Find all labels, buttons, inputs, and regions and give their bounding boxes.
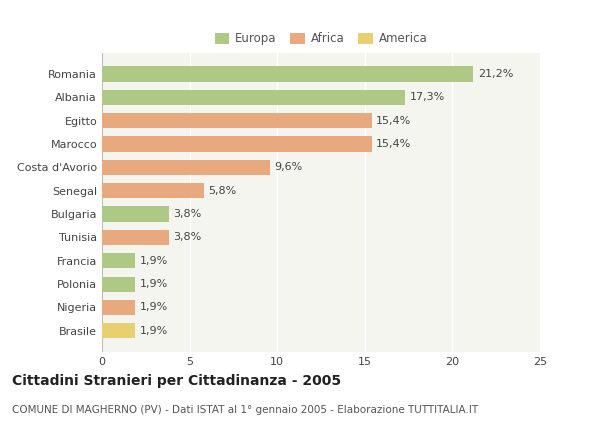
- Text: 3,8%: 3,8%: [173, 232, 201, 242]
- Bar: [102, 230, 169, 245]
- Text: Cittadini Stranieri per Cittadinanza - 2005: Cittadini Stranieri per Cittadinanza - 2…: [12, 374, 341, 388]
- Text: 15,4%: 15,4%: [376, 139, 412, 149]
- Text: 9,6%: 9,6%: [275, 162, 303, 172]
- Bar: [102, 276, 135, 292]
- Bar: [102, 66, 473, 81]
- Text: COMUNE DI MAGHERNO (PV) - Dati ISTAT al 1° gennaio 2005 - Elaborazione TUTTITALI: COMUNE DI MAGHERNO (PV) - Dati ISTAT al …: [12, 405, 478, 415]
- Text: 1,9%: 1,9%: [140, 256, 168, 266]
- Text: 5,8%: 5,8%: [208, 186, 236, 196]
- Text: 1,9%: 1,9%: [140, 326, 168, 336]
- Bar: [102, 183, 203, 198]
- Bar: [102, 160, 270, 175]
- Bar: [102, 206, 169, 222]
- Bar: [102, 113, 372, 128]
- Text: 15,4%: 15,4%: [376, 116, 412, 126]
- Text: 21,2%: 21,2%: [478, 69, 513, 79]
- Text: 17,3%: 17,3%: [409, 92, 445, 103]
- Bar: [102, 323, 135, 338]
- Text: 1,9%: 1,9%: [140, 302, 168, 312]
- Legend: Europa, Africa, America: Europa, Africa, America: [211, 29, 431, 49]
- Bar: [102, 90, 405, 105]
- Text: 3,8%: 3,8%: [173, 209, 201, 219]
- Bar: [102, 253, 135, 268]
- Bar: [102, 300, 135, 315]
- Text: 1,9%: 1,9%: [140, 279, 168, 289]
- Bar: [102, 136, 372, 152]
